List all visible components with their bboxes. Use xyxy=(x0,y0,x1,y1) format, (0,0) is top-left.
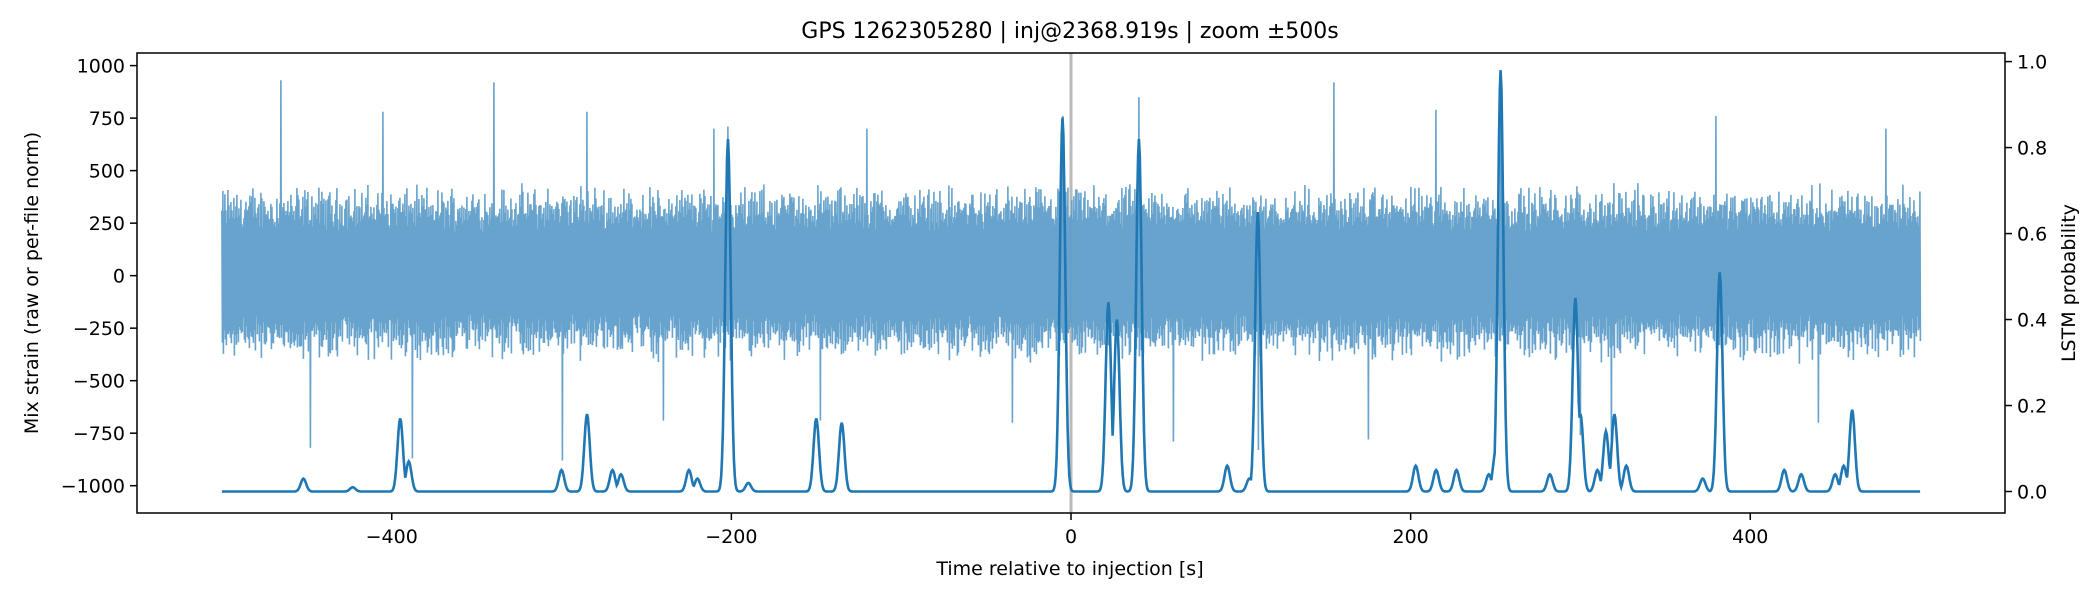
x-tick-label: −400 xyxy=(366,526,418,548)
x-tick-label: −200 xyxy=(705,526,757,548)
y2-tick-label: 0.0 xyxy=(2017,482,2047,504)
y2-tick-label: 1.0 xyxy=(2017,52,2047,74)
x-axis: −400 −200 0 200 400 xyxy=(366,513,1768,548)
left-axis: 1000 750 500 250 0 −250 −500 −750 −1000 xyxy=(61,56,137,498)
y-tick-label: 0 xyxy=(113,266,125,288)
x-tick-label: 0 xyxy=(1065,526,1077,548)
x-tick-label: 400 xyxy=(1732,526,1768,548)
y-tick-label: −500 xyxy=(73,371,125,393)
plot-frame xyxy=(136,52,2006,514)
y-tick-label: −1000 xyxy=(61,476,125,498)
x-axis-label: Time relative to injection [s] xyxy=(935,558,1203,580)
y-tick-label: −250 xyxy=(73,318,125,340)
strain-series xyxy=(221,72,1922,461)
y-axis-label: Mix strain (raw or per-file norm) xyxy=(21,132,43,434)
y-tick-label: −750 xyxy=(73,423,125,445)
y-tick-label: 750 xyxy=(89,108,125,130)
y2-tick-label: 0.2 xyxy=(2017,396,2047,418)
y2-tick-label: 0.6 xyxy=(2017,224,2047,246)
y-tick-label: 1000 xyxy=(77,56,125,78)
y2-tick-label: 0.8 xyxy=(2017,138,2047,160)
right-axis: 1.0 0.8 0.6 0.4 0.2 0.0 xyxy=(2005,52,2047,504)
y-tick-label: 250 xyxy=(89,213,125,235)
chart-title: GPS 1262305280 | inj@2368.919s | zoom ±5… xyxy=(801,19,1338,44)
probability-series xyxy=(221,70,1921,493)
strain-line xyxy=(221,72,1922,461)
x-tick-label: 200 xyxy=(1393,526,1429,548)
probability-line xyxy=(221,70,1921,493)
y2-tick-label: 0.4 xyxy=(2017,310,2047,332)
y2-axis-label: LSTM probability xyxy=(2058,204,2080,362)
y-tick-label: 500 xyxy=(89,161,125,183)
